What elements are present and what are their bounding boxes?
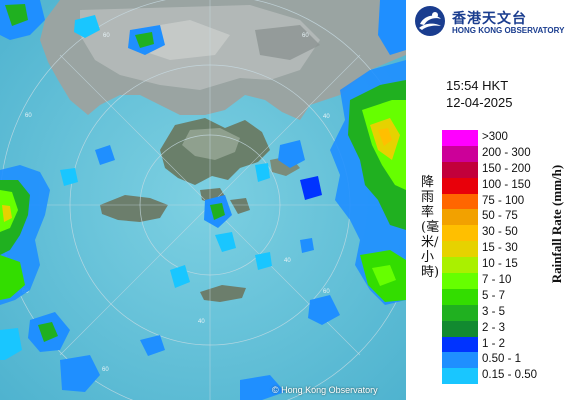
legend-swatch bbox=[442, 320, 478, 337]
legend-label: 7 - 10 bbox=[482, 274, 512, 287]
ring-label: 60 bbox=[302, 33, 309, 39]
legend-swatch bbox=[442, 225, 478, 242]
legend-swatch bbox=[442, 193, 478, 210]
legend-swatch bbox=[442, 130, 478, 146]
legend-title-chinese: 降雨率(毫米/小時) bbox=[421, 175, 440, 280]
legend-label: 50 - 75 bbox=[482, 210, 518, 223]
legend-label: 10 - 15 bbox=[482, 258, 518, 271]
legend-swatch bbox=[442, 288, 478, 305]
legend-label: 2 - 3 bbox=[482, 321, 506, 334]
legend-swatch bbox=[442, 336, 478, 353]
radar-map[interactable]: 60 60 40 40 40 60 60 60 60 bbox=[0, 0, 406, 400]
ring-label: 40 bbox=[323, 114, 330, 120]
legend-label: >300 bbox=[482, 131, 508, 143]
legend-swatch bbox=[442, 161, 478, 178]
legend-label: 150 - 200 bbox=[482, 162, 531, 175]
logo-english-text: HONG KONG OBSERVATORY bbox=[452, 26, 565, 35]
observatory-logo-icon bbox=[415, 6, 445, 36]
legend-swatch bbox=[442, 145, 478, 162]
legend-swatch bbox=[442, 177, 478, 194]
radial-lines bbox=[0, 0, 406, 400]
legend-label: 5 - 7 bbox=[482, 289, 506, 302]
legend-label: 15 - 30 bbox=[482, 242, 518, 255]
rain-echoes bbox=[0, 0, 406, 400]
legend-label: 0.50 - 1 bbox=[482, 353, 521, 366]
legend-label: 200 - 300 bbox=[482, 146, 531, 159]
legend-swatch bbox=[442, 368, 478, 385]
ring-label: 60 bbox=[25, 113, 32, 119]
copyright-text: © Hong Kong Observatory bbox=[272, 385, 378, 395]
ring-label: 40 bbox=[198, 319, 205, 325]
legend-swatch bbox=[442, 273, 478, 290]
legend-label: 3 - 5 bbox=[482, 305, 506, 318]
legend-label: 0.15 - 0.50 bbox=[482, 369, 537, 382]
legend-swatch bbox=[442, 209, 478, 226]
info-panel: 香港天文台 HONG KONG OBSERVATORY 15:54 HKT 12… bbox=[406, 0, 577, 400]
ring-label: 60 bbox=[103, 33, 110, 39]
legend-swatch bbox=[442, 241, 478, 258]
legend-swatch bbox=[442, 257, 478, 274]
legend-label: 30 - 50 bbox=[482, 226, 518, 239]
radar-map-canvas: 60 60 40 40 40 60 60 60 60 bbox=[0, 0, 406, 400]
ring-label: 40 bbox=[284, 258, 291, 264]
observation-time: 15:54 HKT bbox=[446, 78, 509, 93]
legend-swatch bbox=[442, 304, 478, 321]
legend-swatch bbox=[442, 352, 478, 369]
ring-label: 60 bbox=[323, 289, 330, 295]
observatory-logo[interactable]: 香港天文台 HONG KONG OBSERVATORY bbox=[414, 5, 577, 39]
legend-label: 100 - 150 bbox=[482, 178, 531, 191]
legend-label: 75 - 100 bbox=[482, 194, 525, 207]
legend-label: 1 - 2 bbox=[482, 337, 506, 350]
observation-date: 12-04-2025 bbox=[446, 95, 513, 110]
land-hong-kong bbox=[100, 118, 300, 302]
logo-chinese-text: 香港天文台 bbox=[452, 11, 527, 27]
ring-label: 60 bbox=[102, 367, 109, 373]
legend-title-english: Rainfall Rate (mm/h) bbox=[549, 164, 564, 284]
